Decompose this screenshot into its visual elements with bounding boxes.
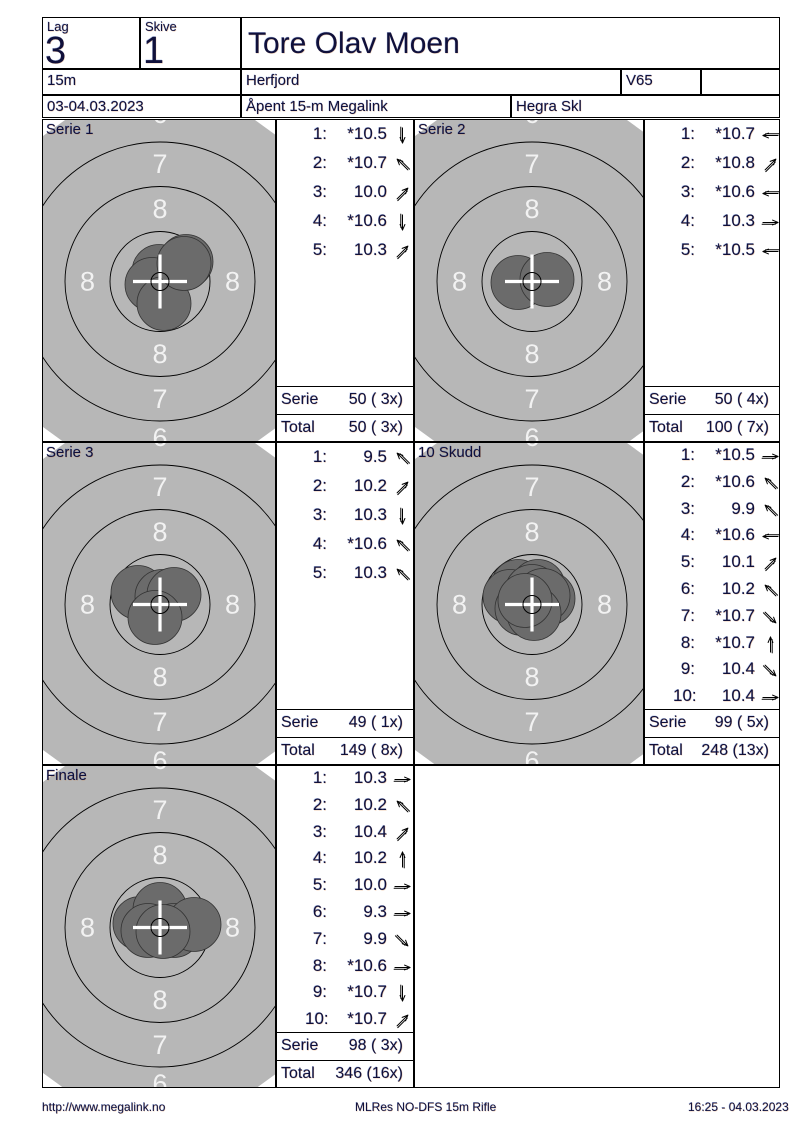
svg-text:8: 8	[524, 194, 539, 224]
svg-text:6: 6	[152, 423, 167, 442]
svg-text:7: 7	[152, 1030, 167, 1060]
svg-text:6: 6	[152, 1069, 167, 1088]
svg-text:8: 8	[152, 517, 167, 547]
svg-text:8: 8	[152, 194, 167, 224]
svg-text:7: 7	[152, 384, 167, 414]
svg-text:8: 8	[225, 267, 240, 297]
svg-text:8: 8	[524, 517, 539, 547]
svg-text:8: 8	[452, 267, 467, 297]
svg-text:6: 6	[152, 766, 167, 775]
svg-text:8: 8	[597, 590, 612, 620]
svg-text:8: 8	[80, 267, 95, 297]
svg-text:8: 8	[80, 913, 95, 943]
svg-text:8: 8	[524, 339, 539, 369]
svg-text:8: 8	[152, 339, 167, 369]
svg-text:7: 7	[524, 707, 539, 737]
svg-text:6: 6	[524, 746, 539, 765]
svg-text:6: 6	[524, 120, 539, 129]
svg-text:7: 7	[524, 149, 539, 179]
svg-text:8: 8	[597, 267, 612, 297]
svg-text:7: 7	[152, 149, 167, 179]
svg-text:8: 8	[152, 662, 167, 692]
svg-text:7: 7	[152, 795, 167, 825]
svg-text:8: 8	[152, 985, 167, 1015]
svg-text:6: 6	[152, 443, 167, 452]
svg-text:6: 6	[152, 120, 167, 129]
svg-text:6: 6	[152, 746, 167, 765]
svg-text:7: 7	[152, 472, 167, 502]
svg-text:6: 6	[524, 443, 539, 452]
svg-text:7: 7	[524, 384, 539, 414]
svg-text:7: 7	[524, 472, 539, 502]
svg-text:7: 7	[152, 707, 167, 737]
svg-text:6: 6	[524, 423, 539, 442]
svg-text:8: 8	[452, 590, 467, 620]
svg-text:8: 8	[80, 590, 95, 620]
svg-text:8: 8	[524, 662, 539, 692]
svg-text:8: 8	[225, 913, 240, 943]
svg-text:8: 8	[152, 840, 167, 870]
svg-text:8: 8	[225, 590, 240, 620]
